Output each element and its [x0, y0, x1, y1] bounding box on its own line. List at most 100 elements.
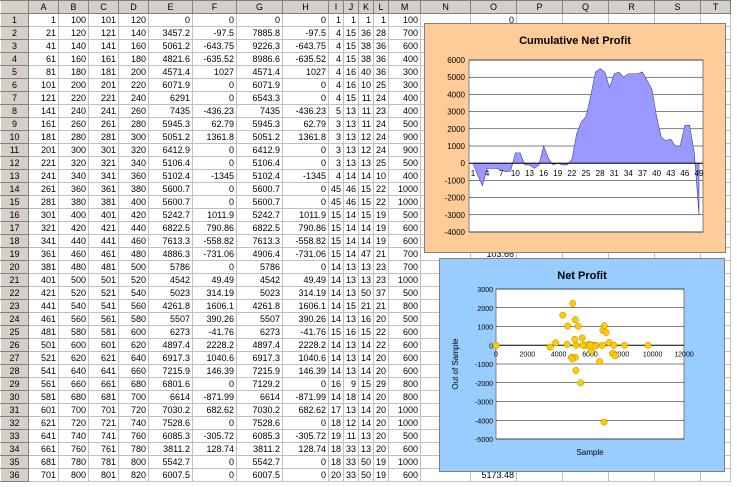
cell[interactable]: 5786: [148, 260, 193, 274]
cell[interactable]: 38: [358, 39, 375, 53]
cell[interactable]: 146.39: [192, 364, 237, 378]
cell[interactable]: 5242.7: [236, 208, 283, 222]
cell[interactable]: 2228.2: [192, 338, 237, 352]
cell[interactable]: 5023: [148, 286, 193, 300]
cell[interactable]: 281: [88, 130, 119, 144]
cell[interactable]: 3: [327, 143, 345, 157]
cell[interactable]: 800: [388, 299, 422, 313]
row-header[interactable]: 35: [0, 455, 29, 469]
row-header[interactable]: 29: [0, 377, 29, 391]
cell[interactable]: 541: [28, 364, 59, 378]
cell[interactable]: 740: [118, 416, 149, 430]
cell[interactable]: 45: [327, 195, 345, 209]
cell[interactable]: 4: [327, 78, 345, 92]
cell[interactable]: 380: [58, 195, 89, 209]
cell[interactable]: 401: [88, 208, 119, 222]
cell[interactable]: 400: [388, 169, 422, 183]
cell[interactable]: 20: [327, 468, 345, 482]
cell[interactable]: 300: [58, 143, 89, 157]
cell[interactable]: 720: [58, 416, 89, 430]
cell[interactable]: 17: [327, 403, 345, 417]
cell[interactable]: 7030.2: [148, 403, 193, 417]
cell[interactable]: 1040.6: [282, 351, 329, 365]
cell[interactable]: 6412.9: [148, 143, 193, 157]
cell[interactable]: 121: [28, 91, 59, 105]
cell[interactable]: 241: [28, 169, 59, 183]
cell[interactable]: 361: [28, 247, 59, 261]
cell[interactable]: 501: [88, 273, 119, 287]
cell[interactable]: 46: [343, 195, 360, 209]
cell[interactable]: 7129.2: [236, 377, 283, 391]
cell[interactable]: 221: [88, 91, 119, 105]
cell[interactable]: 600: [388, 325, 422, 339]
cell[interactable]: 660: [58, 377, 89, 391]
cell[interactable]: 101: [88, 13, 119, 27]
cell[interactable]: 5106.4: [148, 156, 193, 170]
cell[interactable]: 13: [358, 273, 375, 287]
column-header[interactable]: E: [148, 0, 193, 14]
cell[interactable]: 15: [343, 299, 360, 313]
cell[interactable]: -41.76: [192, 325, 237, 339]
cell[interactable]: 360: [118, 169, 149, 183]
column-header[interactable]: I: [327, 0, 345, 14]
cell[interactable]: 121: [88, 26, 119, 40]
cell[interactable]: 521: [88, 286, 119, 300]
cell[interactable]: 50: [358, 286, 375, 300]
cell[interactable]: 4571.4: [148, 65, 193, 79]
cell[interactable]: 38: [358, 52, 375, 66]
cell[interactable]: 5542.7: [236, 455, 283, 469]
cell[interactable]: 1361.8: [192, 130, 237, 144]
cell[interactable]: 341: [28, 234, 59, 248]
cell[interactable]: 5600.7: [236, 195, 283, 209]
cell[interactable]: 160: [58, 52, 89, 66]
cell[interactable]: 3: [327, 117, 345, 131]
cell[interactable]: 100: [388, 13, 422, 27]
cell[interactable]: 50: [358, 468, 375, 482]
cell[interactable]: 25: [373, 156, 390, 170]
cell[interactable]: 14: [327, 299, 345, 313]
cell[interactable]: 0: [192, 455, 237, 469]
cell[interactable]: 14: [358, 338, 375, 352]
cell[interactable]: 23: [373, 273, 390, 287]
cell[interactable]: 790.86: [192, 221, 237, 235]
cell[interactable]: 13: [358, 442, 375, 456]
cell[interactable]: 760: [118, 429, 149, 443]
cell[interactable]: 7215.9: [236, 364, 283, 378]
cell[interactable]: 481: [28, 325, 59, 339]
cell[interactable]: 240: [118, 91, 149, 105]
cell[interactable]: -643.75: [192, 39, 237, 53]
cell[interactable]: 682.62: [192, 403, 237, 417]
cell[interactable]: -871.99: [192, 390, 237, 404]
cell[interactable]: 760: [58, 442, 89, 456]
cell[interactable]: 14: [358, 390, 375, 404]
cell[interactable]: 7528.6: [148, 416, 193, 430]
cell[interactable]: 14: [358, 351, 375, 365]
cell[interactable]: 1: [28, 13, 59, 27]
cell[interactable]: 280: [58, 130, 89, 144]
cell[interactable]: 390.26: [192, 312, 237, 326]
cell[interactable]: 0: [282, 377, 329, 391]
cell[interactable]: 180: [58, 65, 89, 79]
cell[interactable]: 780: [118, 442, 149, 456]
cell[interactable]: 721: [88, 416, 119, 430]
cell[interactable]: 28: [373, 26, 390, 40]
net-profit-scatter-chart[interactable]: Net Profit 3000 2000 1000 0 -1000 -2000 -3000-…: [439, 258, 725, 472]
cell[interactable]: 6801.6: [148, 377, 193, 391]
cell[interactable]: 240: [58, 104, 89, 118]
cell[interactable]: 900: [388, 143, 422, 157]
cell[interactable]: 4: [327, 65, 345, 79]
column-header[interactable]: O: [470, 0, 518, 14]
cell[interactable]: 4897.4: [236, 338, 283, 352]
cell[interactable]: 14: [327, 338, 345, 352]
cell[interactable]: 18: [343, 390, 360, 404]
row-header[interactable]: 34: [0, 442, 29, 456]
cell[interactable]: 7613.3: [148, 234, 193, 248]
cell[interactable]: 520: [58, 286, 89, 300]
cell[interactable]: 500: [58, 273, 89, 287]
cell[interactable]: 4906.4: [236, 247, 283, 261]
cell[interactable]: 8986.6: [236, 52, 283, 66]
cell[interactable]: 161: [28, 117, 59, 131]
row-header[interactable]: 22: [0, 286, 29, 300]
cell[interactable]: 381: [28, 260, 59, 274]
cell[interactable]: 420: [118, 208, 149, 222]
